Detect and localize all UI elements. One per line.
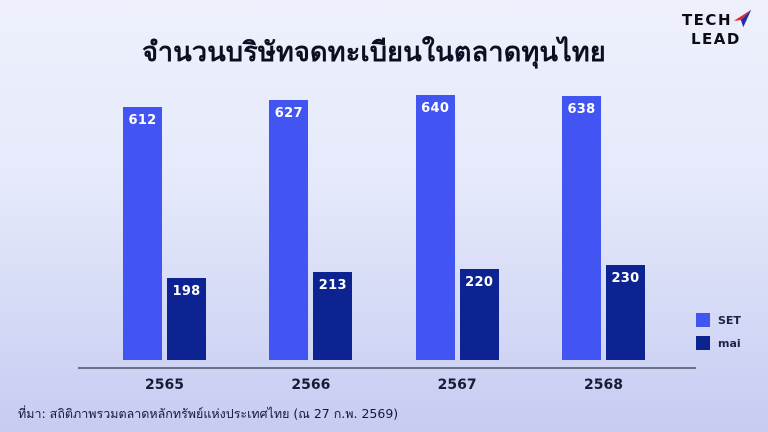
logo-line1: TECH [681, 11, 732, 29]
legend-swatch-icon [696, 313, 710, 327]
x-axis-label-2566: 2566 [291, 377, 331, 393]
bar-mai-2565: 198 [167, 278, 206, 360]
legend-item-set: SET [696, 313, 741, 327]
x-axis-label-2568: 2568 [584, 377, 623, 393]
techlead-logo: TECH LEAD [681, 9, 752, 48]
bar-group-2565: 612 198 [123, 106, 206, 360]
source-note: ที่มา: สถิติภาพรวมตลาดหลักทรัพย์แห่งประเ… [18, 406, 399, 421]
bar-groups: 612 198 627 213 640 220 638 230 [123, 0, 645, 360]
bar-group-2568: 638 230 [561, 95, 645, 360]
legend-item-mai: mai [696, 336, 741, 350]
bar-value-label: 230 [611, 270, 640, 286]
bar-value-label: 198 [172, 284, 201, 299]
bar-mai-2568: 230 [605, 264, 645, 360]
bar-value-label: 627 [274, 106, 303, 122]
legend: SET mai [696, 313, 741, 350]
bar-group-2567: 640 220 [415, 95, 499, 360]
x-axis-line [78, 367, 696, 369]
legend-swatch-icon [696, 336, 710, 350]
bar-value-label: 638 [567, 101, 596, 117]
bar-set-2568: 638 [561, 95, 601, 360]
bar-mai-2566: 213 [313, 271, 353, 360]
bar-set-2566: 627 [269, 100, 309, 360]
x-axis-label-2565: 2565 [145, 377, 184, 393]
bar-value-label: 213 [318, 277, 347, 293]
chart-title: จำนวนบริษัทจดทะเบียนในตลาดทุนไทย [142, 37, 606, 68]
bar-value-label: 640 [421, 101, 450, 116]
x-axis-labels: 2565 2566 2567 2568 [123, 377, 645, 393]
logo-line2: LEAD [690, 30, 741, 48]
paper-plane-icon [733, 9, 752, 31]
bar-set-2565: 612 [123, 106, 162, 360]
legend-label: mai [718, 336, 741, 350]
bar-mai-2567: 220 [459, 268, 499, 360]
legend-label: SET [718, 313, 741, 327]
x-axis-label-2567: 2567 [437, 377, 477, 393]
bar-value-label: 220 [465, 274, 494, 290]
bar-group-2566: 627 213 [269, 100, 353, 360]
bar-set-2567: 640 [415, 95, 455, 360]
bar-value-label: 612 [128, 112, 157, 128]
